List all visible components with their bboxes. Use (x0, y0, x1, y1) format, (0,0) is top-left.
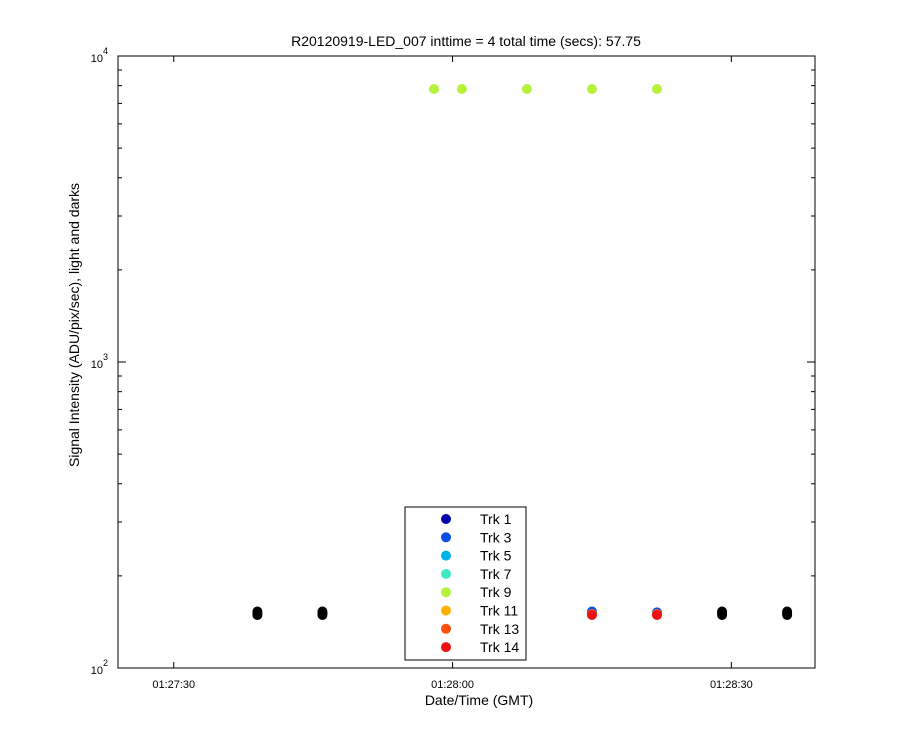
x-tick-label: 01:27:30 (152, 679, 195, 691)
data-point (586, 610, 597, 621)
x-tick-label: 01:28:30 (710, 679, 753, 691)
data-point (652, 84, 663, 95)
legend-label: Trk 3 (480, 529, 512, 545)
legend-marker (441, 587, 451, 598)
legend-label: Trk 7 (480, 566, 512, 582)
dark-point (317, 606, 328, 617)
chart-title: R20120919-LED_007 inttime = 4 total time… (291, 33, 641, 49)
legend-marker (441, 532, 451, 543)
y-axis-label: Signal Intensity (ADU/pix/sec), light an… (66, 183, 82, 467)
dark-point (252, 606, 263, 617)
data-point (521, 84, 532, 95)
x-axis-label: Date/Time (GMT) (425, 692, 533, 708)
y-tick-label-exponent: 4 (103, 46, 108, 56)
x-tick-label: 01:28:00 (431, 679, 474, 691)
legend: Trk 1 Trk 3 Trk 5 Trk 7 Trk 9 Trk 11 Trk 13 Trk… (404, 506, 527, 661)
legend-marker (441, 514, 451, 524)
legend-marker (441, 550, 451, 561)
legend-box (404, 506, 527, 661)
y-tick-label-base: 10 (91, 665, 103, 677)
legend-label: Trk 13 (480, 621, 519, 637)
y-tick-label-base: 10 (91, 359, 103, 371)
legend-marker (441, 568, 451, 579)
legend-marker (441, 623, 451, 634)
y-tick-label-exponent: 3 (103, 352, 108, 362)
y-tick-label: 103 (91, 352, 108, 371)
dark-point (717, 606, 728, 617)
legend-label: Trk 11 (480, 603, 518, 619)
y-tick-label-exponent: 2 (103, 658, 108, 668)
data-point (586, 84, 597, 95)
legend-marker (441, 605, 451, 616)
y-tick-label-base: 10 (91, 53, 103, 65)
dark-point (782, 606, 793, 617)
legend-marker (441, 642, 451, 653)
legend-label: Trk 9 (480, 584, 512, 600)
y-tick-label: 104 (91, 46, 108, 65)
legend-label: Trk 5 (480, 548, 512, 564)
legend-label: Trk 1 (480, 511, 512, 527)
data-point (456, 84, 467, 95)
legend-label: Trk 14 (480, 639, 519, 655)
data-point (652, 610, 663, 621)
data-point (428, 84, 439, 95)
y-tick-label: 102 (91, 658, 108, 677)
